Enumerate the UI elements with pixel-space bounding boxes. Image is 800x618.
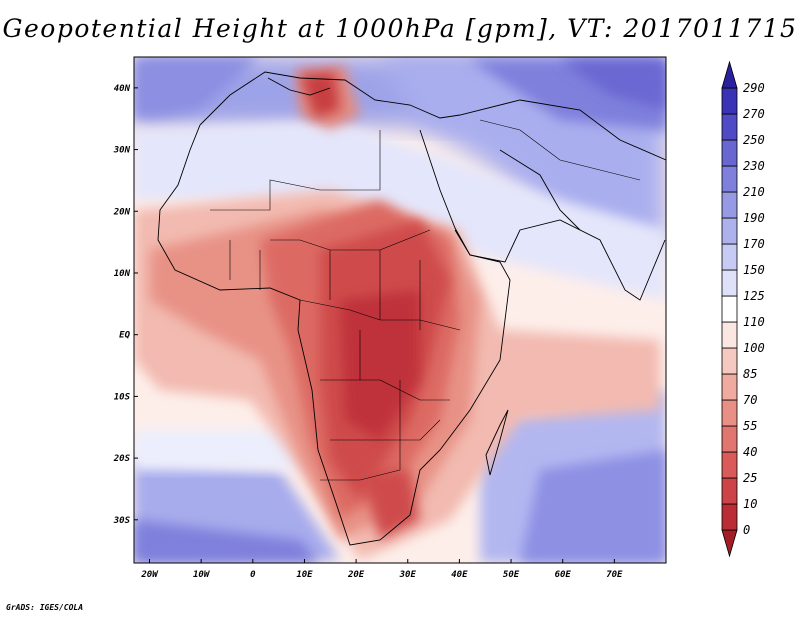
- colorbar-swatch: [721, 529, 738, 558]
- x-tick-label: 40E: [451, 570, 468, 580]
- height-field: [134, 57, 666, 563]
- colorbar-swatch: [721, 295, 738, 323]
- colorbar-swatch: [721, 191, 738, 219]
- chart-title: Geopotential Height at 1000hPa [gpm], VT…: [2, 14, 798, 43]
- colorbar-label: 125: [743, 289, 765, 303]
- colorbar-swatch: [721, 165, 738, 193]
- x-tick-label: 70E: [606, 570, 623, 580]
- colorbar-label: 290: [743, 81, 765, 95]
- country-borders: [210, 119, 641, 481]
- x-tick-label: 0: [250, 570, 256, 580]
- x-tick-label: 20W: [140, 570, 159, 580]
- y-tick-label: EQ: [119, 331, 130, 341]
- colorbar-swatch: [721, 243, 738, 271]
- y-tick-label: 40N: [114, 84, 131, 94]
- colorbar-label: 250: [743, 133, 765, 147]
- colorbar-swatch: [721, 60, 738, 89]
- footer-credit: GrADS: IGES/COLA: [6, 603, 84, 612]
- colorbar-label: 270: [743, 107, 765, 121]
- y-tick-label: 20N: [113, 207, 131, 217]
- colorbar-swatch: [721, 347, 738, 375]
- x-tick-label: 30E: [399, 570, 417, 580]
- x-tick-label: 10E: [296, 570, 313, 580]
- colorbar-label: 100: [743, 341, 765, 355]
- colorbar-swatch: [721, 113, 738, 141]
- colorbar-label: 55: [743, 419, 757, 433]
- colorbar-swatch: [721, 399, 738, 427]
- colorbar-swatch: [721, 87, 738, 115]
- colorbar-swatch: [721, 321, 738, 349]
- colorbar-swatch: [721, 425, 738, 453]
- y-tick-label: 10N: [114, 269, 131, 279]
- x-tick-label: 20E: [347, 570, 365, 580]
- colorbar-label: 210: [743, 185, 765, 199]
- x-tick-label: 50E: [503, 570, 520, 580]
- colorbar-label: 170: [743, 237, 765, 251]
- colorbar-swatch: [721, 503, 738, 531]
- x-axis: 20W 10W 0 10E 20E 30E 40E 50E 60E 70E: [140, 559, 623, 580]
- colorbar-label: 10: [743, 497, 757, 511]
- y-tick-label: 30N: [113, 146, 131, 156]
- colorbar-swatch: [721, 373, 738, 401]
- colorbar-label: 230: [743, 159, 765, 173]
- plot-frame: [133, 56, 667, 564]
- colorbar-swatch: [721, 451, 738, 479]
- colorbar-label: 85: [743, 367, 757, 381]
- colorbar-label: 190: [743, 211, 765, 225]
- colorbar-swatch: [721, 217, 738, 245]
- colorbar-label: 110: [743, 315, 765, 329]
- x-tick-label: 60E: [555, 570, 572, 580]
- colorbar-swatch: [721, 477, 738, 505]
- colorbar-swatch: [721, 139, 738, 167]
- coastlines: [157, 71, 666, 546]
- colorbar-label: 25: [743, 471, 757, 485]
- y-tick-label: 10S: [114, 392, 131, 402]
- y-tick-label: 30S: [113, 516, 131, 526]
- y-axis: 40N 30N 20N 10N EQ 10S 20S 30S: [113, 84, 138, 526]
- colorbar-swatch: [721, 269, 738, 297]
- y-tick-label: 20S: [113, 454, 131, 464]
- colorbar-label: 40: [743, 445, 757, 459]
- colorbar-label: 150: [743, 263, 765, 277]
- colorbar-label: 0: [743, 523, 750, 537]
- colorbar-label: 70: [743, 393, 757, 407]
- x-tick-label: 10W: [193, 570, 211, 580]
